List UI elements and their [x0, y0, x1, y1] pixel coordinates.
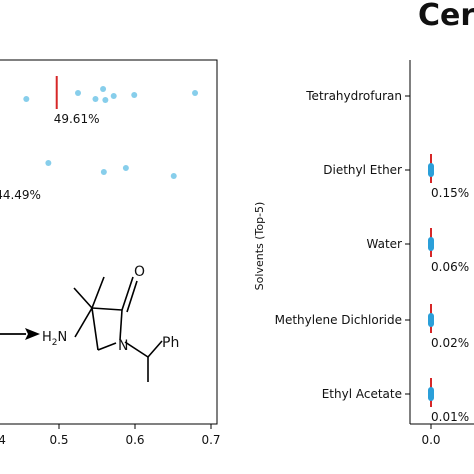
data-point [102, 97, 109, 103]
bond [121, 276, 134, 311]
y-tick-label: Water [367, 237, 403, 251]
data-point [170, 173, 177, 179]
data-point [122, 165, 129, 171]
bond [91, 307, 123, 311]
data-point [45, 160, 52, 166]
y-tick-label: Tetrahydrofuran [305, 89, 402, 103]
phenyl-label: Ph [162, 335, 179, 351]
y-tick-label: Ethyl Acetate [322, 387, 402, 401]
bond [119, 309, 123, 341]
left-panel: 0.5 0.6 0.7 4 49.61% 44.49% [0, 59, 221, 447]
bond [126, 280, 138, 313]
oxygen-label: O [134, 264, 145, 280]
percent-label: 0.06% [431, 260, 469, 274]
percent-label: 0.15% [431, 186, 469, 200]
ring-nitrogen-label: N [118, 338, 128, 354]
x-tick-label: 0.6 [125, 433, 144, 447]
data-point [428, 387, 434, 401]
x-tick-label: 0.5 [49, 433, 68, 447]
molecule-structure: H2N O N Ph [0, 264, 179, 382]
data-point [100, 169, 107, 175]
data-point [131, 92, 138, 98]
percent-label: 0.01% [431, 410, 469, 424]
data-point [23, 96, 30, 102]
x-tick-label: 4 [0, 433, 6, 447]
data-point [428, 313, 434, 327]
data-point [92, 96, 99, 102]
data-point [75, 90, 81, 96]
y-tick-label: Methylene Dichloride [275, 313, 402, 327]
percent-label: 44.49% [0, 188, 41, 202]
data-point [110, 93, 117, 99]
percent-label: 0.02% [431, 336, 469, 350]
data-point [428, 163, 434, 177]
data-point [100, 86, 107, 92]
bond [147, 340, 163, 358]
bond [74, 307, 93, 338]
percent-label: 49.61% [54, 112, 100, 126]
x-tick-label: 0.0 [421, 433, 440, 447]
right-panel: Tetrahydrofuran Diethyl Ether 0.15% Water 0.… [253, 60, 474, 447]
data-point [428, 237, 434, 251]
chart-title: Cert [418, 0, 474, 33]
x-tick-label: 0.7 [201, 433, 220, 447]
arrow-head [25, 328, 40, 340]
bond [91, 276, 105, 309]
bond [97, 342, 117, 351]
data-point [192, 90, 199, 96]
bond [124, 341, 149, 358]
amine-label: H2N [42, 330, 67, 348]
y-tick-label: Diethyl Ether [323, 163, 402, 177]
bond [73, 287, 93, 309]
y-axis-label: Solvents (Top-5) [253, 202, 266, 291]
left-plot-frame [0, 59, 218, 425]
bond [91, 307, 99, 351]
